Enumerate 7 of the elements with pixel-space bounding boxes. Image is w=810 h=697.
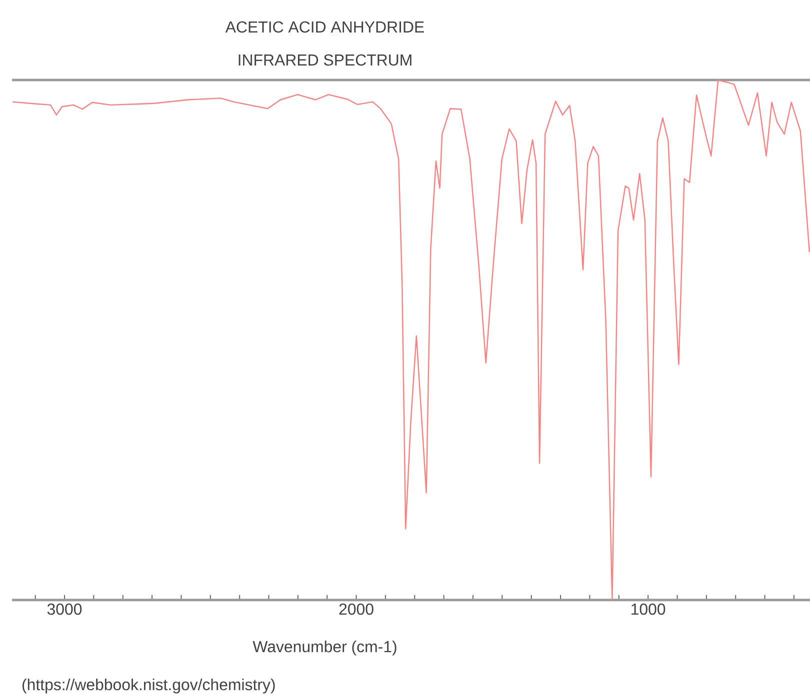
text: (https://webbook.nist.gov/chemistry) [22, 678, 275, 694]
chart-title: ACETIC ACID ANHYDRIDE [225, 21, 424, 33]
x-tick-label: 1000 [632, 604, 666, 615]
x-axis-title: Wavenumber (cm-1) [252, 640, 396, 656]
x-tick-label: 2000 [339, 604, 374, 615]
chart-subtitle: INFRARED SPECTRUM [238, 54, 412, 66]
x-tick-label: 3000 [47, 604, 82, 615]
